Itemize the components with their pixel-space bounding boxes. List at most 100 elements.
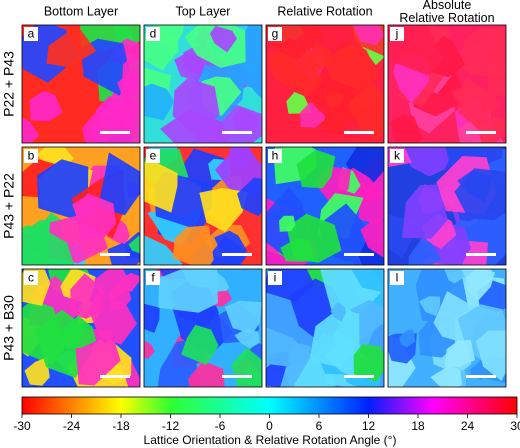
letter-box — [24, 27, 38, 41]
grain — [209, 236, 247, 265]
grain — [117, 70, 140, 114]
panel-frame — [387, 268, 507, 388]
grain — [233, 107, 259, 135]
letter-box — [146, 271, 160, 285]
grain — [144, 235, 183, 265]
panel-image — [266, 25, 384, 143]
panel-frame — [143, 146, 263, 266]
scale-bar — [222, 375, 252, 378]
grain — [466, 269, 495, 301]
grain — [144, 303, 160, 333]
grain — [194, 118, 231, 143]
panel-letter: k — [394, 149, 401, 163]
scale-bar — [100, 253, 130, 256]
grain — [280, 238, 316, 262]
grain — [128, 235, 140, 254]
scale-bar — [222, 131, 252, 134]
scale-bar — [466, 375, 496, 378]
grain — [70, 273, 104, 319]
scale-bar — [466, 131, 496, 134]
grain — [266, 45, 322, 97]
grain — [187, 360, 225, 387]
letter-box — [268, 149, 282, 163]
grain — [457, 170, 492, 203]
column-header: Top Layer — [176, 4, 231, 18]
panel-letter: d — [150, 27, 157, 41]
grain — [108, 282, 132, 312]
row-label: P43 + B30 — [1, 295, 17, 361]
grain — [199, 188, 248, 232]
grain — [390, 114, 423, 143]
panel-frame — [265, 268, 385, 388]
panel-image — [22, 269, 140, 387]
grain — [61, 315, 97, 349]
grain — [444, 269, 466, 284]
panel-image — [144, 25, 262, 143]
panel-letter: b — [28, 149, 35, 163]
colorbar-tick-label: -6 — [215, 419, 226, 433]
grain — [360, 219, 384, 258]
grain — [322, 43, 379, 91]
grain — [181, 325, 219, 365]
panel-letter: f — [151, 271, 155, 285]
grain — [22, 227, 75, 265]
grain — [408, 238, 442, 265]
letter-box — [268, 27, 282, 41]
grain — [279, 215, 296, 232]
colorbar-label: Lattice Orientation & Relative Rotation … — [144, 433, 397, 447]
letter-box — [24, 271, 38, 285]
panel-frame — [265, 24, 385, 144]
colorbar-tick-label: -12 — [162, 419, 180, 433]
letter-box — [146, 149, 160, 163]
letter-box — [390, 271, 404, 285]
grain — [173, 225, 214, 265]
grain — [401, 147, 455, 177]
panel-letter: l — [396, 271, 399, 285]
grain — [237, 177, 262, 217]
colorbar-tick-label: 18 — [411, 419, 425, 433]
scale-bar — [100, 131, 130, 134]
colorbar-tick-label: 24 — [461, 419, 475, 433]
grain — [430, 365, 462, 387]
letter-box — [390, 27, 404, 41]
scale-bar — [100, 375, 130, 378]
grain — [419, 296, 441, 316]
panel-frame — [387, 24, 507, 144]
colorbar-tick-label: 12 — [362, 419, 376, 433]
grain — [24, 357, 50, 386]
grain — [144, 158, 178, 213]
grain — [289, 343, 312, 363]
grain — [144, 83, 175, 121]
panel-frame — [21, 24, 141, 144]
grain — [172, 78, 220, 137]
colorbar-tick-label: -30 — [13, 419, 31, 433]
grain — [224, 300, 262, 334]
colorbar-tick-label: 30 — [510, 419, 520, 433]
panel-image — [266, 147, 384, 265]
grain — [209, 25, 237, 53]
grain — [353, 344, 384, 382]
panel-frame — [265, 146, 385, 266]
panel-frame — [21, 268, 141, 388]
colorbar-tick-label: 6 — [316, 419, 323, 433]
grain — [330, 302, 347, 322]
panel-image — [388, 25, 506, 143]
grain — [296, 149, 336, 189]
letter-box — [390, 149, 404, 163]
colorbar-tick-label: -24 — [63, 419, 81, 433]
panel-image — [22, 147, 140, 265]
column-header: Absolute — [423, 0, 472, 12]
panel-frame — [143, 268, 263, 388]
grain — [266, 364, 287, 387]
column-header: Bottom Layer — [44, 4, 118, 18]
grain — [80, 38, 130, 96]
grain — [234, 328, 260, 349]
panel-frame — [143, 24, 263, 144]
scale-bar — [222, 253, 252, 256]
letter-box — [146, 27, 160, 41]
panel-image — [266, 269, 384, 387]
grain — [475, 115, 506, 143]
grain — [487, 57, 506, 96]
panel-letter: c — [28, 271, 34, 285]
